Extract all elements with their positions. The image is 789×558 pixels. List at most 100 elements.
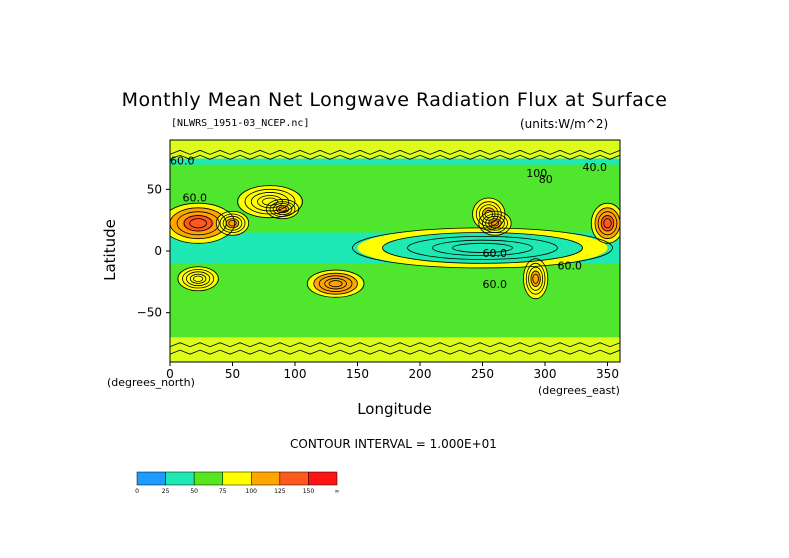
chart-title: Monthly Mean Net Longwave Radiation Flux…: [121, 89, 668, 111]
contour-line: [262, 197, 278, 206]
contour-label: 60.0: [483, 278, 508, 291]
region-core-australia: [323, 277, 348, 290]
chart-subtitle: [NLWRS_1951-03_NCEP.nc]: [171, 118, 310, 129]
contour-line: [186, 271, 211, 287]
colorbar-label: ∞: [335, 488, 340, 495]
x-unit-label: (degrees_east): [538, 384, 620, 397]
contour-line: [275, 204, 290, 214]
contour-label: 100: [526, 167, 547, 180]
contour-line: [306, 269, 365, 298]
x-axis-label: Longitude: [357, 400, 432, 418]
contour-line: [324, 278, 347, 290]
colorbar-swatch: [308, 471, 338, 486]
y-unit-label: (degrees_north): [107, 376, 195, 389]
x-tick-label: 50: [225, 367, 240, 381]
contour-line: [182, 269, 215, 289]
region-core-arabia: [225, 218, 240, 229]
contour-line: [170, 149, 620, 155]
colorbar-label: 100: [246, 488, 258, 495]
contour-line: [278, 206, 287, 212]
contour-line: [590, 202, 620, 244]
contour-line: [183, 215, 213, 232]
contour-line: [525, 262, 546, 295]
contour-line: [225, 218, 240, 229]
x-tick-label: 350: [596, 367, 619, 381]
field-band-south: [170, 263, 620, 338]
contour-line: [532, 273, 539, 284]
colorbar-label: 125: [274, 488, 286, 495]
colorbar-swatch: [279, 471, 309, 486]
contour-line: [407, 235, 558, 260]
region-arctic: [170, 140, 620, 159]
contour-line: [478, 210, 512, 236]
colorbar-swatch: [165, 471, 195, 486]
y-tick-label: −50: [137, 306, 162, 320]
contour-line: [352, 227, 613, 269]
x-tick-label: 250: [471, 367, 494, 381]
region-core-sahara: [182, 214, 214, 232]
contour-line: [603, 218, 612, 229]
contour-label: 40.0: [583, 161, 608, 174]
colorbar-swatch: [193, 471, 223, 486]
region-core-southern-africa: [189, 273, 207, 284]
contour-interval-label: CONTOUR INTERVAL = 1.000E+01: [290, 437, 497, 451]
tropical-ocean-band: [382, 234, 583, 263]
contour-line: [313, 272, 358, 295]
contour-line: [189, 273, 207, 284]
contour-line: [528, 266, 544, 291]
colorbar-swatch: [136, 471, 166, 486]
contour-line: [177, 266, 219, 292]
contour-line: [219, 213, 246, 233]
contour-line: [237, 185, 303, 219]
contour-label: 60.0: [183, 192, 208, 205]
contour-line: [170, 342, 620, 348]
contour-line: [170, 349, 620, 355]
x-tick-label: 200: [409, 367, 432, 381]
contour-line: [452, 242, 513, 253]
y-tick-label: 50: [147, 182, 162, 196]
contour-line: [170, 154, 620, 160]
contour-line: [523, 258, 549, 300]
colorbar-label: 75: [219, 488, 227, 495]
colorbar-label: 50: [190, 488, 198, 495]
contour-line: [176, 211, 220, 236]
region-core-sahara-east: [600, 214, 615, 232]
units-label: (units:W/m^2): [520, 117, 609, 131]
contour-label: 60.0: [558, 260, 583, 273]
x-tick-label: 150: [346, 367, 369, 381]
x-tick-label: 300: [534, 367, 557, 381]
colorbar-swatch: [222, 471, 252, 486]
contour-line: [475, 201, 502, 227]
colorbar-label: 150: [303, 488, 315, 495]
contour-line: [222, 215, 243, 231]
contour-line: [594, 207, 620, 240]
contour-line: [432, 239, 533, 257]
colorbar-label: 0: [135, 488, 139, 495]
colorbar-label: 25: [162, 488, 170, 495]
contour-line: [193, 275, 204, 282]
contour-line: [170, 202, 236, 244]
contour-label: 80: [539, 173, 553, 186]
contour-line: [265, 199, 300, 220]
contour-line: [269, 201, 296, 217]
contour-line: [382, 232, 583, 264]
contour-line: [215, 210, 250, 236]
colorbar-swatch: [251, 471, 281, 486]
contour-line: [600, 215, 615, 232]
contour-line: [488, 218, 502, 229]
contour-line: [189, 218, 207, 229]
contour-line: [490, 220, 500, 227]
contour-label: 60.0: [483, 247, 508, 260]
contour-line: [244, 188, 296, 215]
contour-line: [328, 280, 343, 288]
x-tick-label: 100: [284, 367, 307, 381]
y-tick-label: 0: [154, 244, 162, 258]
contour-line: [228, 220, 237, 227]
contour-line: [482, 213, 508, 233]
contour-line: [530, 270, 541, 287]
contour-line: [318, 275, 353, 292]
contour-line: [485, 215, 505, 231]
region-core-south-america-andes: [530, 270, 541, 288]
contour-line: [272, 203, 293, 216]
